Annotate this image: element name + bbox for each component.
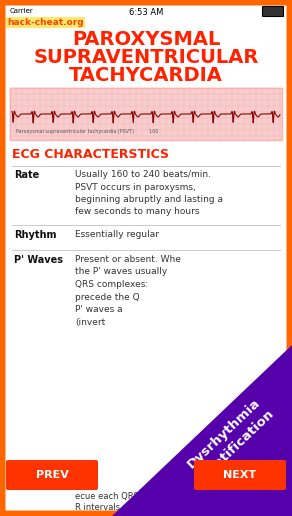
Text: NEXT: NEXT	[223, 470, 257, 480]
FancyBboxPatch shape	[194, 460, 286, 490]
Text: Carrier: Carrier	[10, 8, 34, 14]
Text: Present or absent. Whe
the P' waves usually
QRS complexes:
precede the Q
P' wave: Present or absent. Whe the P' waves usua…	[75, 255, 181, 327]
Text: P' Waves: P' Waves	[14, 255, 63, 265]
Text: PAROXYSMAL: PAROXYSMAL	[72, 30, 220, 49]
FancyBboxPatch shape	[6, 460, 98, 490]
Text: Usually 160 to 240 beats/min.
PSVT occurs in paroxysms,
beginning abruptly and l: Usually 160 to 240 beats/min. PSVT occur…	[75, 170, 223, 217]
Text: ecue each QRS: ecue each QRS	[75, 492, 139, 501]
Text: Paroxysmal supraventricular tachycardia (PSVT)          100: Paroxysmal supraventricular tachycardia …	[16, 129, 158, 134]
Bar	[10, 88, 282, 140]
FancyBboxPatch shape	[263, 7, 284, 17]
Text: PREV: PREV	[36, 470, 68, 480]
Text: ECG CHARACTERSTICS: ECG CHARACTERSTICS	[12, 148, 169, 161]
Text: Essentially regular: Essentially regular	[75, 230, 159, 239]
Text: Rate: Rate	[14, 170, 39, 180]
FancyBboxPatch shape	[2, 2, 290, 514]
Text: SUPRAVENTRICULAR: SUPRAVENTRICULAR	[33, 48, 259, 67]
Text: hack-cheat.org: hack-cheat.org	[7, 18, 84, 27]
Text: TACHYCARDIA: TACHYCARDIA	[69, 66, 223, 85]
Text: R intervals are: R intervals are	[75, 503, 136, 512]
Text: Dysrhythmia
Identification: Dysrhythmia Identification	[183, 395, 277, 486]
Text: Rhythm: Rhythm	[14, 230, 56, 240]
Text: 6:53 AM: 6:53 AM	[129, 8, 163, 17]
Polygon shape	[112, 345, 292, 516]
